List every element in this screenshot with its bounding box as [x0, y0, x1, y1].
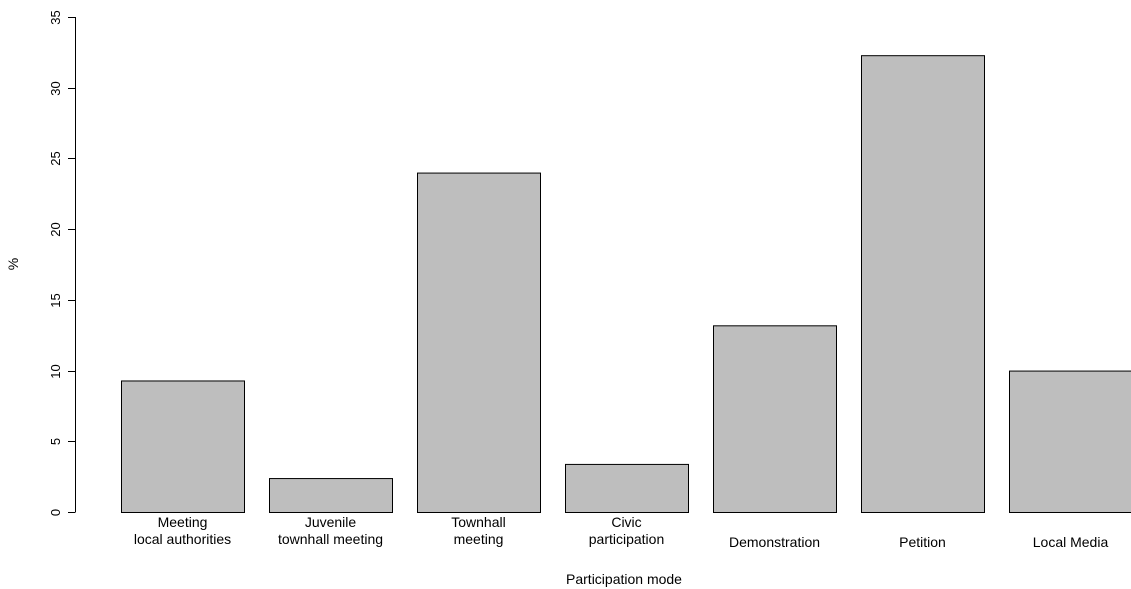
x-tick-label-line: participation: [589, 531, 665, 547]
x-axis-title: Participation mode: [566, 571, 682, 587]
x-tick-label-line: Meeting: [158, 514, 208, 530]
x-tick-label-line: meeting: [454, 531, 504, 547]
y-tick-label: 0: [48, 509, 63, 516]
x-tick-label-line: townhall meeting: [278, 531, 383, 547]
bars: [121, 55, 1131, 514]
bar: [269, 478, 393, 513]
y-tick-label: 10: [48, 364, 63, 378]
x-tick-label: Civic participation: [589, 514, 665, 547]
y-tick-label: 20: [48, 222, 63, 236]
bar: [1009, 370, 1131, 514]
x-tick-label-line: Petition: [899, 534, 946, 550]
x-tick-label: Meeting local authorities: [134, 514, 231, 547]
x-tick-label-line: Demonstration: [729, 534, 820, 550]
x-tick-label: Local Media: [1033, 534, 1109, 550]
bar: [861, 55, 985, 514]
bar: [121, 380, 245, 513]
x-tick-label-line: Local Media: [1033, 534, 1109, 550]
bar: [417, 172, 541, 513]
x-tick-label-line: Civic: [611, 514, 641, 530]
x-tick-label: Petition: [899, 534, 946, 550]
y-tick-label: 30: [48, 81, 63, 95]
y-tick-label: 15: [48, 293, 63, 307]
y-tick-label: 35: [48, 10, 63, 24]
x-tick-label: Juvenile townhall meeting: [278, 514, 383, 547]
bar: [565, 463, 689, 513]
x-tick-label-line: local authorities: [134, 531, 231, 547]
y-axis: 0 5 10 15 20 25 30 35: [48, 10, 76, 516]
x-tick-label: Townhall meeting: [451, 514, 505, 547]
y-tick-label: 5: [48, 438, 63, 445]
x-tick-label-line: Townhall: [451, 514, 505, 530]
y-axis-title: %: [5, 258, 21, 270]
x-tick-label-line: Juvenile: [305, 514, 357, 530]
x-axis-category-labels: Meeting local authorities Juvenile townhall…: [134, 514, 1109, 550]
bar: [713, 325, 837, 514]
x-tick-label: Demonstration: [729, 534, 820, 550]
y-tick-label: 25: [48, 151, 63, 165]
